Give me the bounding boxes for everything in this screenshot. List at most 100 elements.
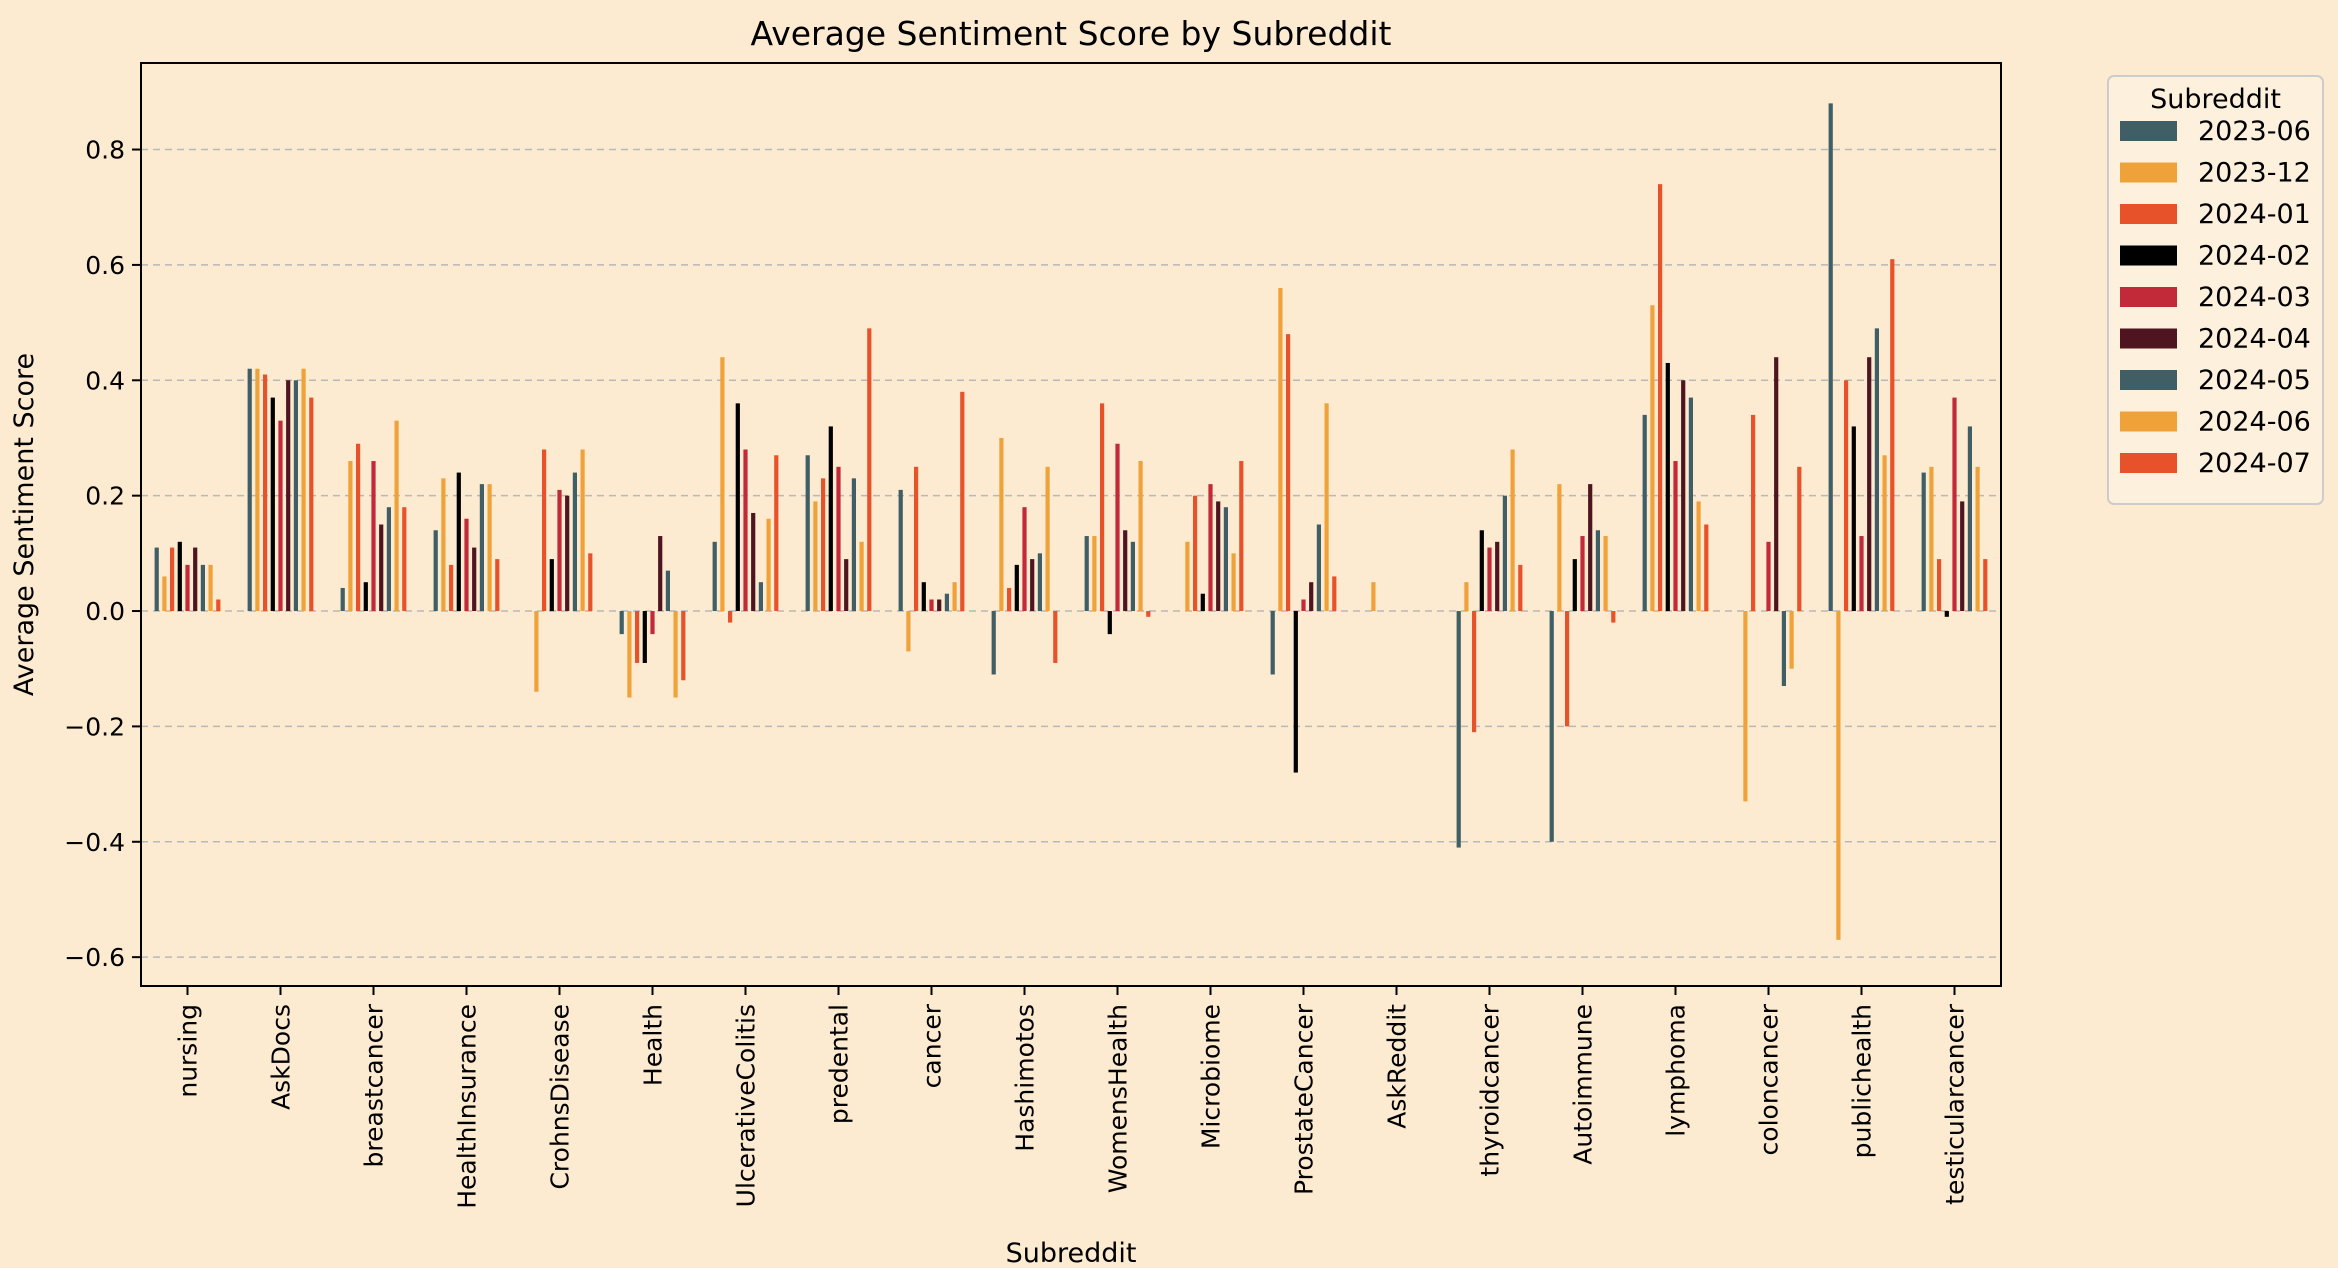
bar [960,391,965,612]
bar [906,611,911,652]
bar [162,576,167,612]
bar [867,328,872,612]
bar [681,611,686,681]
bar [828,426,833,612]
bar [456,472,461,612]
bar [1944,611,1949,617]
bar [1293,611,1298,773]
x-axis-title: Subreddit [1006,1238,1137,1268]
bar [1495,541,1500,612]
bar [402,507,407,612]
bar [720,357,725,612]
bar [1239,461,1244,612]
legend: Subreddit 2023-06 2023-12 2024-01 2024-02 20… [2107,75,2324,505]
bar [944,593,949,612]
bar [1208,484,1213,612]
bar [1688,397,1693,612]
bar [154,547,159,612]
x-tick-label: Hashimotos [1011,1004,1040,1152]
bar [1937,559,1942,612]
y-tick-label: −0.2 [64,712,125,741]
bar [758,582,763,612]
bar [301,368,306,612]
x-tick-label: WomensHealth [1104,1004,1133,1193]
bar [572,472,577,612]
chart-title: Average Sentiment Score by Subreddit [751,14,1392,53]
bar [1270,611,1275,675]
x-tick-label: nursing [174,1004,203,1098]
bar [1658,184,1663,612]
y-tick-label: −0.6 [64,943,125,972]
bar [766,518,771,612]
bar [1510,449,1515,612]
bar [1774,357,1779,612]
bar [185,564,190,612]
bar [1681,380,1686,612]
bar [340,587,345,612]
bar [216,599,221,612]
bar [1200,593,1205,612]
bar [851,478,856,612]
bar [1836,611,1841,940]
bar [170,547,175,612]
x-tick-label: Microbiome [1197,1004,1226,1149]
bar [999,437,1004,612]
bar [270,397,275,612]
bar [805,455,810,612]
x-tick-label: AskReddit [1383,1004,1412,1129]
bar [565,495,570,612]
bar [1138,461,1143,612]
bar [1789,611,1794,669]
bar [1053,611,1058,663]
bar [208,564,213,612]
bar [743,449,748,612]
bar [1921,472,1926,612]
bar [1929,466,1934,612]
bar [1216,501,1221,612]
y-tick-label: −0.4 [64,828,125,857]
bar [751,512,756,612]
bar [1704,524,1709,612]
bar [1371,582,1376,612]
bar [1673,461,1678,612]
legend-box [2107,75,2324,505]
bar [433,530,438,612]
bar [1874,328,1879,612]
legend-swatch [2120,204,2177,224]
bar [844,559,849,612]
bar [394,420,399,612]
bar [441,478,446,612]
bar [449,564,454,612]
bar [673,611,678,698]
legend-label: 2024-07 [2198,448,2311,479]
x-ticks: nursing AskDocs breastcancer HealthInsuranc… [174,986,1970,1209]
bar [1851,426,1856,612]
bar [1518,564,1523,612]
bar [278,420,283,612]
y-tick-label: 0.4 [85,366,125,395]
bar [1565,611,1570,727]
legend-label: 2024-02 [2198,241,2311,272]
bar [1588,484,1593,612]
bar [929,599,934,612]
bar [1316,524,1321,612]
x-tick-label: lymphoma [1662,1004,1691,1137]
y-tick-label: 0.6 [85,251,125,280]
bar [1286,334,1291,612]
bar [371,461,376,612]
x-tick-label: testicularcancer [1941,1003,1970,1205]
bar [348,461,353,612]
x-tick-label: UlcerativeColitis [732,1004,761,1207]
bar [580,449,585,612]
bar [1123,530,1128,612]
bar [1975,466,1980,612]
bar [658,536,663,612]
legend-swatch [2120,453,2177,473]
bar [914,466,919,612]
bar [836,466,841,612]
bar [1665,362,1670,612]
bar [821,478,826,612]
bar [1844,380,1849,612]
bar [1867,357,1872,612]
